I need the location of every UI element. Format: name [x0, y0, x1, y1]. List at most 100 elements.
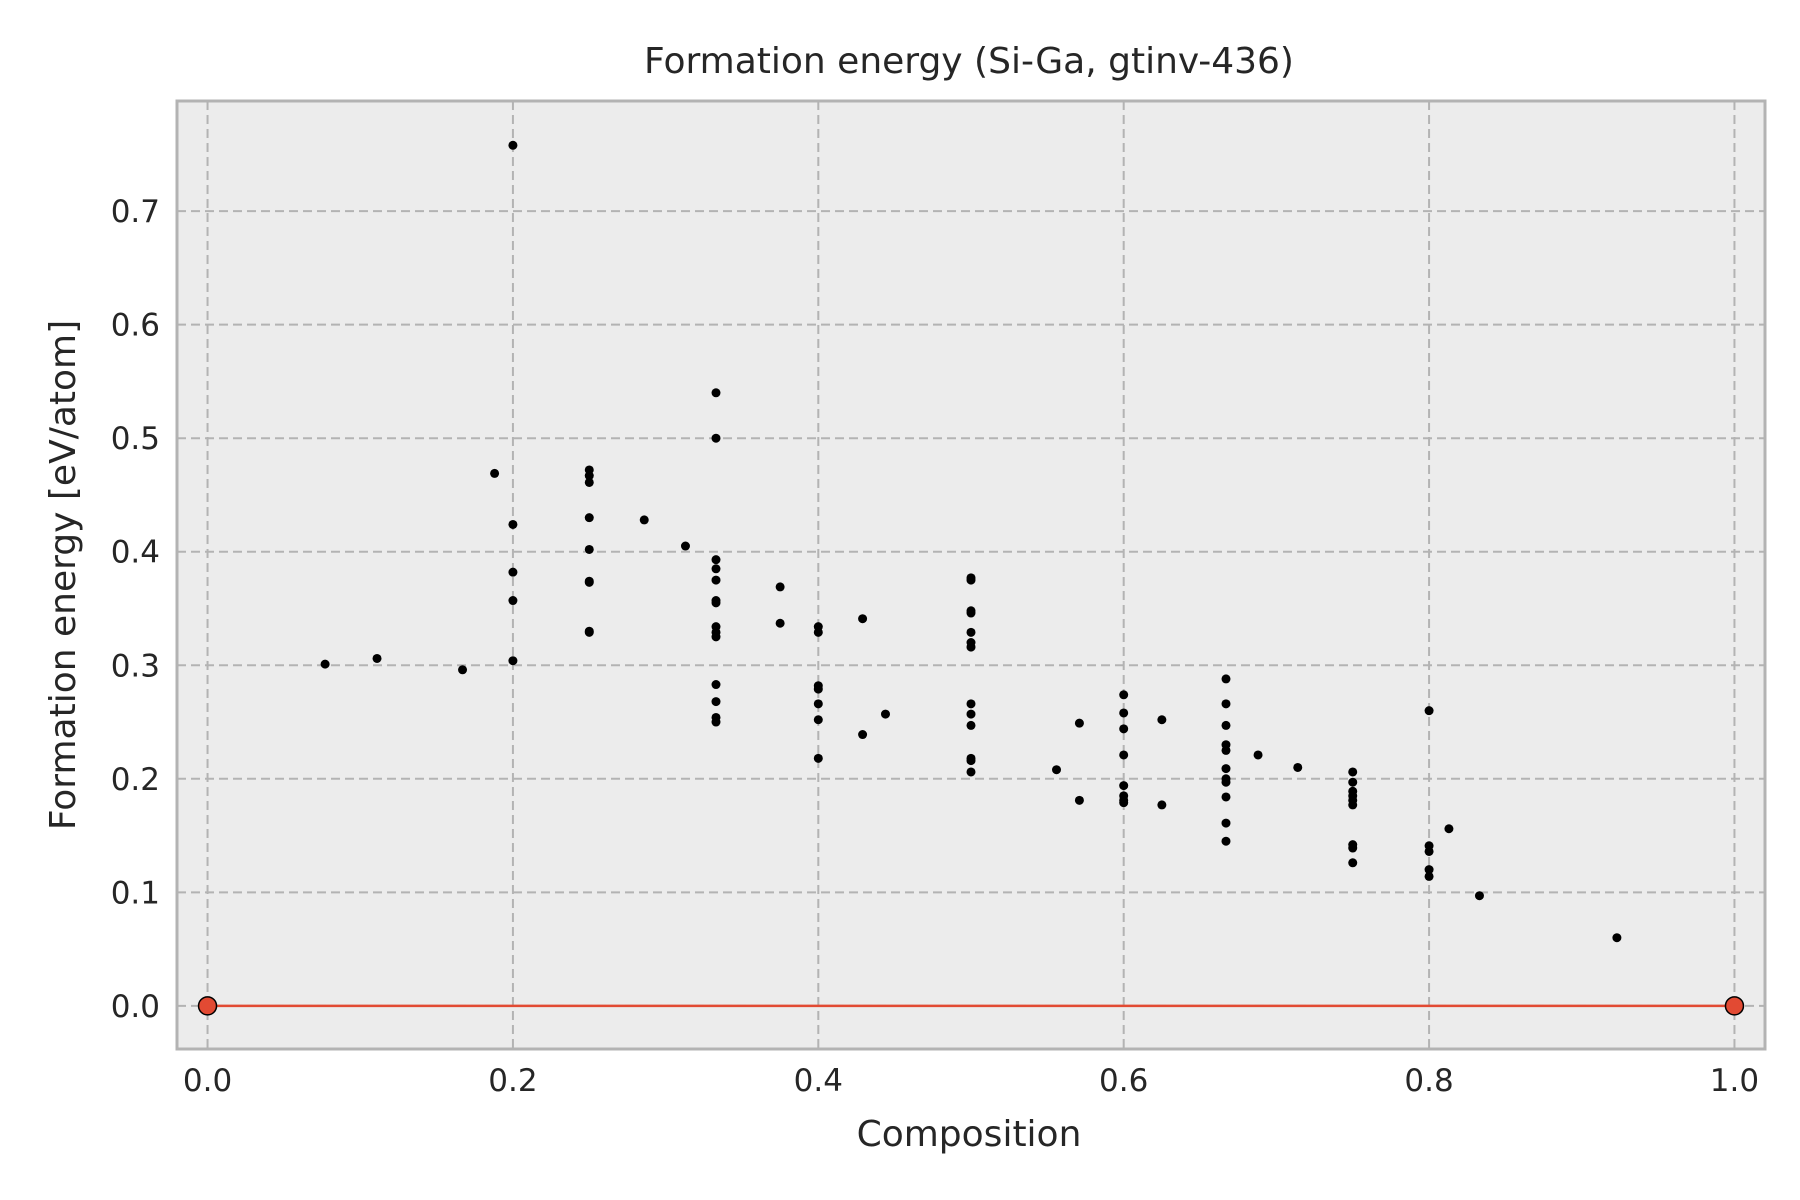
data-point [966, 627, 976, 637]
data-point [584, 577, 594, 587]
hull-point [197, 996, 218, 1016]
data-point [1119, 781, 1129, 791]
y-tick-label: 0.1 [111, 875, 160, 911]
x-tick-label: 1.0 [1710, 1063, 1759, 1099]
chart-title: Formation energy (Si-Ga, gtinv-436) [644, 41, 1294, 82]
data-point [639, 515, 649, 525]
x-tick-label: 0.6 [1099, 1063, 1148, 1099]
data-point [1119, 708, 1129, 718]
data-point [372, 653, 382, 663]
data-point [966, 699, 976, 709]
x-axis-label: Composition [857, 1114, 1082, 1155]
data-points [320, 140, 1622, 943]
data-point [458, 665, 468, 675]
data-point [508, 596, 518, 606]
y-tick-label: 0.0 [111, 989, 160, 1025]
data-point [813, 753, 823, 763]
y-axis-label: Formation energy [eV/atom] [43, 320, 84, 830]
y-tick-label: 0.4 [111, 535, 160, 571]
data-point [813, 684, 823, 694]
data-point [508, 519, 518, 529]
data-point [1119, 690, 1129, 700]
data-point [813, 627, 823, 637]
x-tick-label: 0.8 [1404, 1063, 1453, 1099]
y-axis-ticks: 0.0 0.1 0.2 0.3 0.4 0.5 0.6 0.7 [111, 194, 160, 1025]
data-point [680, 541, 690, 551]
y-tick-label: 0.7 [111, 194, 160, 230]
data-point [966, 575, 976, 585]
data-point [813, 699, 823, 709]
data-point [966, 709, 976, 719]
data-point [1424, 846, 1434, 856]
data-point [1221, 745, 1231, 755]
data-point [711, 632, 721, 642]
data-point [711, 555, 721, 565]
data-point [775, 618, 785, 628]
data-point [1074, 718, 1084, 728]
data-point [584, 471, 594, 481]
data-point [1074, 795, 1084, 805]
data-point [584, 627, 594, 637]
data-point [584, 544, 594, 554]
data-point [966, 642, 976, 652]
data-point [1119, 724, 1129, 734]
data-point [320, 659, 330, 669]
data-point [711, 680, 721, 690]
x-tick-label: 0.4 [794, 1063, 843, 1099]
x-axis-ticks: 0.0 0.2 0.4 0.6 0.8 1.0 [183, 1063, 1759, 1099]
y-tick-label: 0.2 [111, 762, 160, 798]
data-point [490, 468, 500, 478]
data-point [1221, 818, 1231, 828]
data-point [880, 709, 890, 719]
data-point [1424, 865, 1434, 875]
y-tick-label: 0.6 [111, 308, 160, 344]
data-point [966, 756, 976, 766]
data-point [508, 140, 518, 150]
data-point [1474, 891, 1484, 901]
data-point [813, 715, 823, 725]
data-point [966, 767, 976, 777]
data-point [1221, 777, 1231, 787]
data-point [584, 477, 594, 487]
data-point [1221, 836, 1231, 846]
data-point [1221, 764, 1231, 774]
data-point [858, 614, 868, 624]
data-point [508, 567, 518, 577]
data-point [966, 608, 976, 618]
y-tick-label: 0.5 [111, 421, 160, 457]
data-point [1612, 933, 1622, 943]
y-tick-label: 0.3 [111, 648, 160, 684]
data-point [1293, 762, 1303, 772]
data-point [1348, 858, 1358, 868]
plot-frame [175, 99, 1767, 1051]
data-point [1348, 800, 1358, 810]
x-tick-label: 0.0 [183, 1063, 232, 1099]
data-point [1221, 792, 1231, 802]
data-point [711, 717, 721, 727]
data-point [1348, 767, 1358, 777]
data-point [1157, 800, 1167, 810]
data-point [1444, 824, 1454, 834]
data-point [1253, 750, 1263, 760]
data-point [1424, 871, 1434, 881]
data-point [775, 582, 785, 592]
data-point [858, 730, 868, 740]
data-point [1157, 715, 1167, 725]
hull-point [1724, 996, 1745, 1016]
data-point [1119, 750, 1129, 760]
data-point [711, 388, 721, 398]
data-point [1348, 777, 1358, 787]
data-point [711, 564, 721, 574]
data-point [711, 433, 721, 443]
data-point [711, 575, 721, 585]
data-point [1052, 765, 1062, 775]
data-point [1221, 674, 1231, 684]
data-point [1348, 843, 1358, 853]
data-point [584, 513, 594, 523]
data-point [966, 720, 976, 730]
data-point [1119, 798, 1129, 808]
grid-lines [177, 101, 1765, 1049]
convex-hull [197, 996, 1745, 1016]
data-point [1221, 699, 1231, 709]
